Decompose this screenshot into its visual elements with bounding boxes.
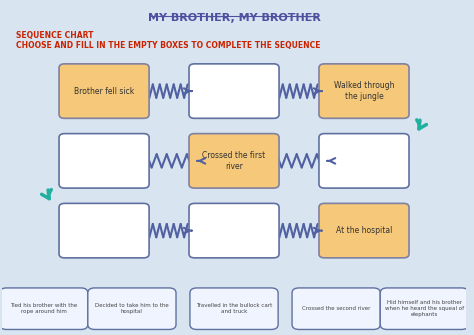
FancyBboxPatch shape (319, 64, 409, 118)
Text: Decided to take him to the
hospital: Decided to take him to the hospital (95, 303, 169, 314)
Text: Tied his brother with the
rope around him: Tied his brother with the rope around hi… (10, 303, 77, 314)
Text: At the hospital: At the hospital (336, 226, 392, 235)
FancyBboxPatch shape (189, 134, 279, 188)
Text: Crossed the first
river: Crossed the first river (202, 151, 265, 171)
Text: CHOOSE AND FILL IN THE EMPTY BOXES TO COMPLETE THE SEQUENCE: CHOOSE AND FILL IN THE EMPTY BOXES TO CO… (16, 41, 320, 50)
FancyBboxPatch shape (380, 288, 468, 329)
FancyBboxPatch shape (59, 134, 149, 188)
Text: MY BROTHER, MY BROTHER: MY BROTHER, MY BROTHER (147, 13, 320, 23)
Text: Travelled in the bullock cart
and truck: Travelled in the bullock cart and truck (196, 303, 272, 314)
Text: Brother fell sick: Brother fell sick (74, 86, 134, 95)
Text: Hid himself and his brother
when he heard the squeal of
elephants: Hid himself and his brother when he hear… (385, 300, 464, 317)
FancyBboxPatch shape (319, 134, 409, 188)
Text: Walked through
the jungle: Walked through the jungle (334, 81, 394, 101)
FancyBboxPatch shape (59, 64, 149, 118)
Text: Crossed the second river: Crossed the second river (302, 306, 370, 311)
FancyBboxPatch shape (190, 288, 278, 329)
FancyBboxPatch shape (59, 203, 149, 258)
FancyBboxPatch shape (189, 203, 279, 258)
FancyArrowPatch shape (42, 190, 51, 199)
Text: SEQUENCE CHART: SEQUENCE CHART (16, 31, 93, 40)
FancyBboxPatch shape (0, 288, 88, 329)
FancyBboxPatch shape (88, 288, 176, 329)
FancyBboxPatch shape (189, 64, 279, 118)
FancyArrowPatch shape (417, 120, 427, 129)
FancyBboxPatch shape (292, 288, 380, 329)
FancyBboxPatch shape (319, 203, 409, 258)
